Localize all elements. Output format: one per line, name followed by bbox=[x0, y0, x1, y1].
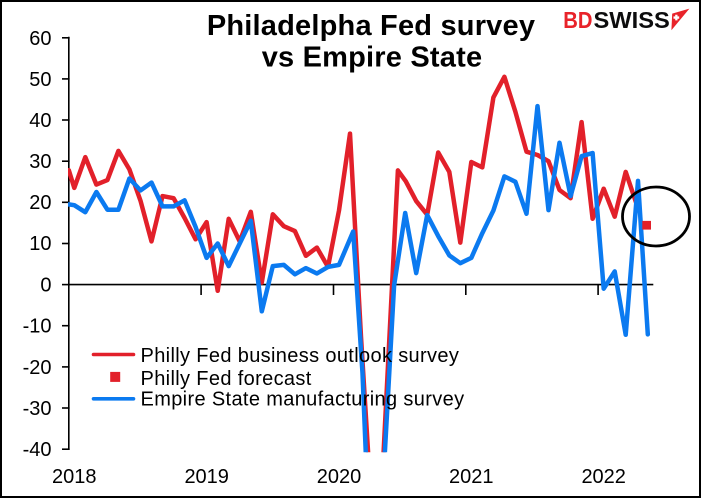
svg-text:SWISS: SWISS bbox=[594, 7, 670, 33]
svg-text:10: 10 bbox=[29, 233, 51, 255]
svg-text:BD: BD bbox=[563, 7, 592, 33]
svg-text:-30: -30 bbox=[23, 398, 52, 420]
svg-text:60: 60 bbox=[29, 28, 51, 50]
svg-text:Philly Fed business outlook su: Philly Fed business outlook survey bbox=[141, 345, 460, 367]
svg-text:2018: 2018 bbox=[52, 466, 97, 488]
svg-text:-40: -40 bbox=[23, 439, 52, 461]
svg-text:2020: 2020 bbox=[317, 466, 362, 488]
svg-text:20: 20 bbox=[29, 192, 51, 214]
svg-text:vs Empire State: vs Empire State bbox=[262, 42, 483, 74]
svg-text:-10: -10 bbox=[23, 316, 52, 338]
svg-text:Philly Fed forecast: Philly Fed forecast bbox=[141, 368, 312, 390]
svg-text:30: 30 bbox=[29, 151, 51, 173]
svg-text:2022: 2022 bbox=[581, 466, 626, 488]
svg-text:Philadelpha Fed survey: Philadelpha Fed survey bbox=[207, 10, 535, 42]
svg-text:-20: -20 bbox=[23, 357, 52, 379]
svg-text:Empire State manufacturing sur: Empire State manufacturing survey bbox=[141, 389, 465, 411]
svg-text:40: 40 bbox=[29, 110, 51, 132]
svg-text:50: 50 bbox=[29, 69, 51, 91]
svg-text:0: 0 bbox=[40, 275, 51, 297]
svg-text:2021: 2021 bbox=[449, 466, 494, 488]
svg-text:2019: 2019 bbox=[184, 466, 229, 488]
